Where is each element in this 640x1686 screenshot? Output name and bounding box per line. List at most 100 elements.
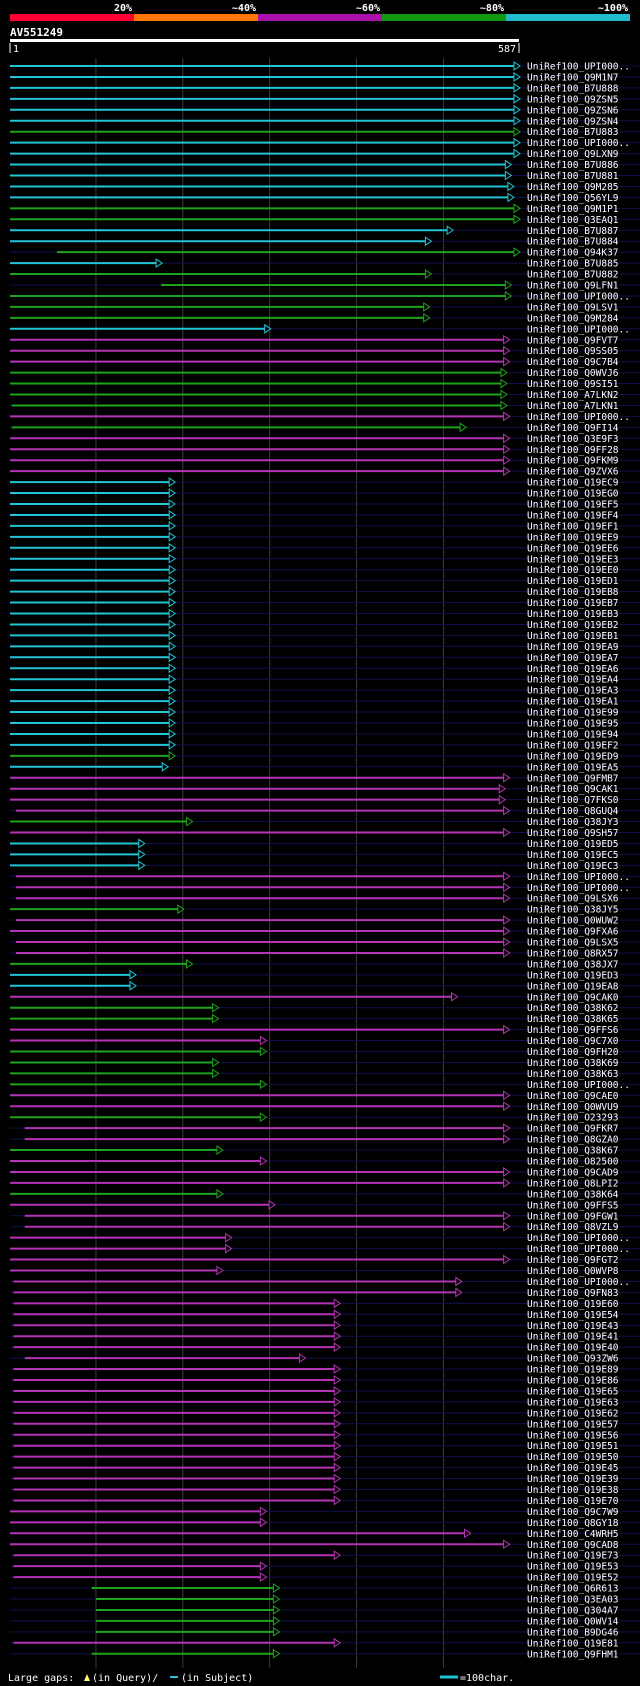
hit-label[interactable]: UniRef100_Q19E41 xyxy=(527,1332,619,1343)
hit-label[interactable]: UniRef100_Q7FKS0 xyxy=(527,795,619,806)
hit-label[interactable]: UniRef100_Q19EA3 xyxy=(527,686,619,697)
hit-label[interactable]: UniRef100_B7U882 xyxy=(527,270,619,281)
hit-label[interactable]: UniRef100_Q9FI14 xyxy=(527,423,619,434)
hit-label[interactable]: UniRef100_Q38JX7 xyxy=(527,959,619,970)
hit-label[interactable]: UniRef100_Q9C7B4 xyxy=(527,357,619,368)
hit-label[interactable]: UniRef100_Q9FXA6 xyxy=(527,927,619,938)
hit-label[interactable]: UniRef100_Q9SS05 xyxy=(527,346,619,357)
hit-label[interactable]: UniRef100_Q9CAK0 xyxy=(527,992,619,1003)
hit-label[interactable]: UniRef100_UPI000.. xyxy=(527,412,630,423)
hit-label[interactable]: UniRef100_Q19E51 xyxy=(527,1441,619,1452)
hit-label[interactable]: UniRef100_Q9FKR7 xyxy=(527,1124,619,1135)
hit-label[interactable]: UniRef100_Q3EAQ1 xyxy=(527,215,619,226)
hit-label[interactable]: UniRef100_Q19E50 xyxy=(527,1452,619,1463)
hit-label[interactable]: UniRef100_Q8VZL9 xyxy=(527,1222,619,1233)
hit-label[interactable]: UniRef100_Q19E38 xyxy=(527,1485,619,1496)
hit-label[interactable]: UniRef100_Q19EB2 xyxy=(527,620,619,631)
hit-label[interactable]: UniRef100_Q8RX57 xyxy=(527,948,619,959)
hit-label[interactable]: UniRef100_Q19E60 xyxy=(527,1299,619,1310)
hit-label[interactable]: UniRef100_Q0WVP8 xyxy=(527,1266,619,1277)
hit-label[interactable]: UniRef100_UPI000.. xyxy=(527,872,630,883)
hit-label[interactable]: UniRef100_Q38JY5 xyxy=(527,905,619,916)
hit-label[interactable]: UniRef100_Q9FN83 xyxy=(527,1288,619,1299)
hit-label[interactable]: UniRef100_Q8GY18 xyxy=(527,1518,619,1529)
hit-label[interactable]: UniRef100_B7U881 xyxy=(527,171,619,182)
hit-label[interactable]: UniRef100_Q38K67 xyxy=(527,1146,619,1157)
hit-label[interactable]: UniRef100_B7U887 xyxy=(527,226,619,237)
hit-label[interactable]: UniRef100_Q19EB3 xyxy=(527,609,619,620)
hit-label[interactable]: UniRef100_Q19E63 xyxy=(527,1397,619,1408)
hit-label[interactable]: UniRef100_Q0WVU9 xyxy=(527,1102,619,1113)
hit-label[interactable]: UniRef100_Q9M1P1 xyxy=(527,204,619,215)
hit-label[interactable]: UniRef100_Q9LSX5 xyxy=(527,938,619,949)
hit-label[interactable]: UniRef100_Q19E53 xyxy=(527,1562,619,1573)
hit-label[interactable]: UniRef100_Q0WUW2 xyxy=(527,916,619,927)
hit-label[interactable]: UniRef100_Q19E40 xyxy=(527,1343,619,1354)
hit-label[interactable]: UniRef100_UPI000.. xyxy=(527,291,630,302)
hit-label[interactable]: UniRef100_Q19EA7 xyxy=(527,653,619,664)
hit-label[interactable]: UniRef100_Q19EE0 xyxy=(527,565,619,576)
hit-label[interactable]: UniRef100_Q19EA8 xyxy=(527,981,619,992)
hit-label[interactable]: UniRef100_Q19E56 xyxy=(527,1430,619,1441)
hit-label[interactable]: UniRef100_Q9FFS5 xyxy=(527,1200,619,1211)
hit-label[interactable]: UniRef100_Q9ZSN5 xyxy=(527,94,619,105)
hit-label[interactable]: UniRef100_Q19EC5 xyxy=(527,850,619,861)
hit-label[interactable]: UniRef100_Q19E57 xyxy=(527,1419,619,1430)
hit-label[interactable]: UniRef100_Q19E89 xyxy=(527,1365,619,1376)
hit-label[interactable]: UniRef100_Q93ZW6 xyxy=(527,1354,619,1365)
hit-label[interactable]: UniRef100_B9DG46 xyxy=(527,1627,619,1638)
hit-label[interactable]: UniRef100_A7LKN2 xyxy=(527,390,619,401)
hit-label[interactable]: UniRef100_Q19EA9 xyxy=(527,642,619,653)
hit-label[interactable]: UniRef100_UPI000.. xyxy=(527,324,630,335)
hit-label[interactable]: UniRef100_Q19EA6 xyxy=(527,664,619,675)
hit-label[interactable]: UniRef100_Q19EE9 xyxy=(527,532,619,543)
hit-label[interactable]: UniRef100_Q9C7W9 xyxy=(527,1507,619,1518)
hit-label[interactable]: UniRef100_Q8GUQ4 xyxy=(527,806,619,817)
hit-label[interactable]: UniRef100_Q9CAK1 xyxy=(527,784,619,795)
hit-label[interactable]: UniRef100_Q9FFS6 xyxy=(527,1025,619,1036)
hit-label[interactable]: UniRef100_O23293 xyxy=(527,1113,619,1124)
hit-label[interactable]: UniRef100_Q94K37 xyxy=(527,248,619,259)
hit-label[interactable]: UniRef100_Q19E81 xyxy=(527,1638,619,1649)
hit-label[interactable]: UniRef100_Q9FGT2 xyxy=(527,1255,619,1266)
hit-label[interactable]: UniRef100_Q19EF4 xyxy=(527,510,619,521)
hit-label[interactable]: UniRef100_UPI000.. xyxy=(527,1244,630,1255)
hit-label[interactable]: UniRef100_Q9FF28 xyxy=(527,445,619,456)
hit-label[interactable]: UniRef100_Q3E9F3 xyxy=(527,434,619,445)
hit-label[interactable]: UniRef100_Q9FHM1 xyxy=(527,1649,619,1660)
hit-label[interactable]: UniRef100_Q19E52 xyxy=(527,1573,619,1584)
hit-label[interactable]: UniRef100_Q19EB8 xyxy=(527,587,619,598)
hit-label[interactable]: UniRef100_Q38K69 xyxy=(527,1058,619,1069)
hit-label[interactable]: UniRef100_Q19EC9 xyxy=(527,478,619,489)
hit-label[interactable]: UniRef100_Q9ZSN6 xyxy=(527,105,619,116)
hit-label[interactable]: UniRef100_Q19EF1 xyxy=(527,521,619,532)
hit-label[interactable]: UniRef100_B7U884 xyxy=(527,237,619,248)
hit-label[interactable]: UniRef100_Q9CAD8 xyxy=(527,1540,619,1551)
hit-label[interactable]: UniRef100_Q19E45 xyxy=(527,1463,619,1474)
hit-label[interactable]: UniRef100_Q9SH57 xyxy=(527,828,619,839)
hit-label[interactable]: UniRef100_Q9LSV1 xyxy=(527,302,619,313)
hit-label[interactable]: UniRef100_Q19EB7 xyxy=(527,598,619,609)
hit-label[interactable]: UniRef100_B7U885 xyxy=(527,259,619,270)
hit-label[interactable]: UniRef100_Q19EF5 xyxy=(527,500,619,511)
hit-label[interactable]: UniRef100_Q19EA4 xyxy=(527,675,619,686)
hit-label[interactable]: UniRef100_Q19EA5 xyxy=(527,762,619,773)
hit-label[interactable]: UniRef100_Q19E99 xyxy=(527,708,619,719)
hit-label[interactable]: UniRef100_Q8GZA0 xyxy=(527,1135,619,1146)
hit-label[interactable]: UniRef100_Q19E39 xyxy=(527,1474,619,1485)
hit-label[interactable]: UniRef100_Q19EE3 xyxy=(527,554,619,565)
hit-label[interactable]: UniRef100_Q9LFN1 xyxy=(527,281,619,292)
hit-label[interactable]: UniRef100_Q38K63 xyxy=(527,1069,619,1080)
hit-label[interactable]: UniRef100_Q19E43 xyxy=(527,1321,619,1332)
hit-label[interactable]: UniRef100_Q9CAE0 xyxy=(527,1091,619,1102)
hit-label[interactable]: UniRef100_Q19ED5 xyxy=(527,839,619,850)
hit-label[interactable]: UniRef100_Q19EG0 xyxy=(527,489,619,500)
hit-label[interactable]: UniRef100_B7U888 xyxy=(527,83,619,94)
hit-label[interactable]: UniRef100_Q9M1N7 xyxy=(527,72,619,83)
hit-label[interactable]: UniRef100_Q38K64 xyxy=(527,1189,619,1200)
hit-label[interactable]: UniRef100_Q19E73 xyxy=(527,1551,619,1562)
hit-label[interactable]: UniRef100_Q9SI51 xyxy=(527,379,619,390)
hit-label[interactable]: UniRef100_Q19E94 xyxy=(527,729,619,740)
hit-label[interactable]: UniRef100_UPI000.. xyxy=(527,883,630,894)
hit-label[interactable]: UniRef100_Q38K65 xyxy=(527,1014,619,1025)
